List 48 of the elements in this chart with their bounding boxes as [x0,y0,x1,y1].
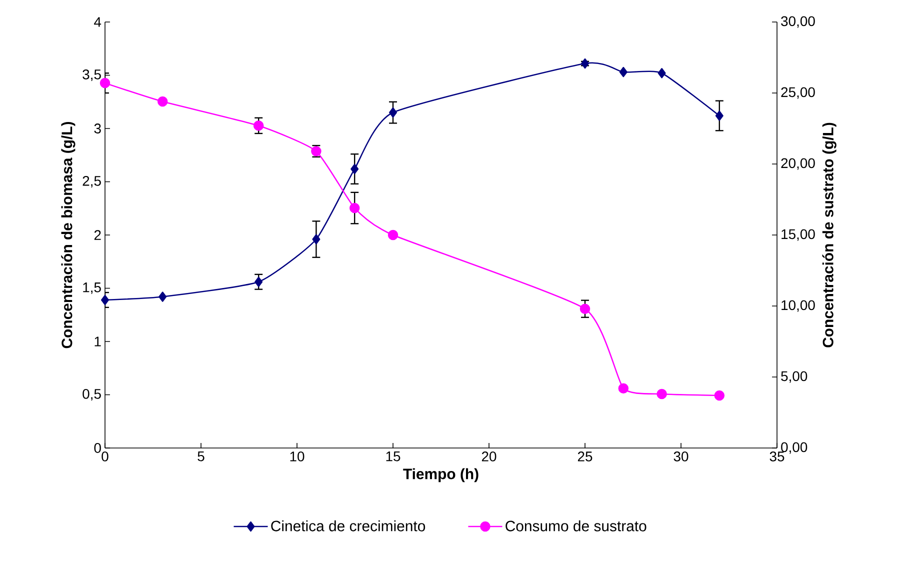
y-tick-label: 2 [94,230,101,240]
point [349,202,360,214]
point [618,383,629,394]
y-tick-label: 2,5 [82,176,101,188]
legend-label: Consumo de sustrato [506,520,646,532]
x-tick-label: 25 [578,452,592,462]
y-tick-label: 1,5 [83,282,101,294]
point [715,110,724,121]
y2-tick-label: 30,00 [781,16,815,28]
y2-tick-label: 10,00 [782,300,815,312]
point [312,234,320,244]
y-tick-label: 0 [94,443,101,453]
point [254,276,263,287]
y-tick-label: 3 [94,124,101,134]
x-axis-title: Tiempo (h) [403,468,478,482]
x-tick-label: 30 [674,452,688,462]
point [388,107,398,118]
point [388,230,398,240]
point [158,292,167,302]
point [100,78,110,88]
y-tick-label: 4 [94,17,102,27]
x-tick-label: 0 [102,452,108,462]
y2-tick-label: 20,00 [781,158,815,170]
legend-label: Cinetica de crecimiento [271,520,426,532]
point [656,388,667,400]
y2-tick-label: 5,00 [781,371,808,383]
point [658,68,666,78]
x-tick-label: 15 [386,452,400,462]
point [619,66,628,78]
point [253,120,264,131]
x-tick-label: 35 [770,452,784,462]
y-tick-label: 0,5 [82,388,101,401]
y2-tick-label: 25,00 [781,87,815,99]
point [350,164,359,174]
y-axis-title: Concentración de biomasa (g/L) [61,122,76,348]
y2-tick-label: 15,00 [782,229,815,241]
y-tick-label: 3,5 [82,69,101,82]
x-tick-label: 20 [482,452,496,462]
point [580,304,590,314]
y2-axis-title: Concentración de sustrato (g/L) [822,122,836,348]
point [157,96,168,107]
x-tick-label: 10 [290,452,304,462]
point [714,390,725,401]
point [580,58,590,69]
y2-tick-label: 0,00 [781,442,808,454]
x-tick-label: 5 [198,452,204,462]
y-tick-label: 1 [94,336,101,346]
point [100,294,110,306]
